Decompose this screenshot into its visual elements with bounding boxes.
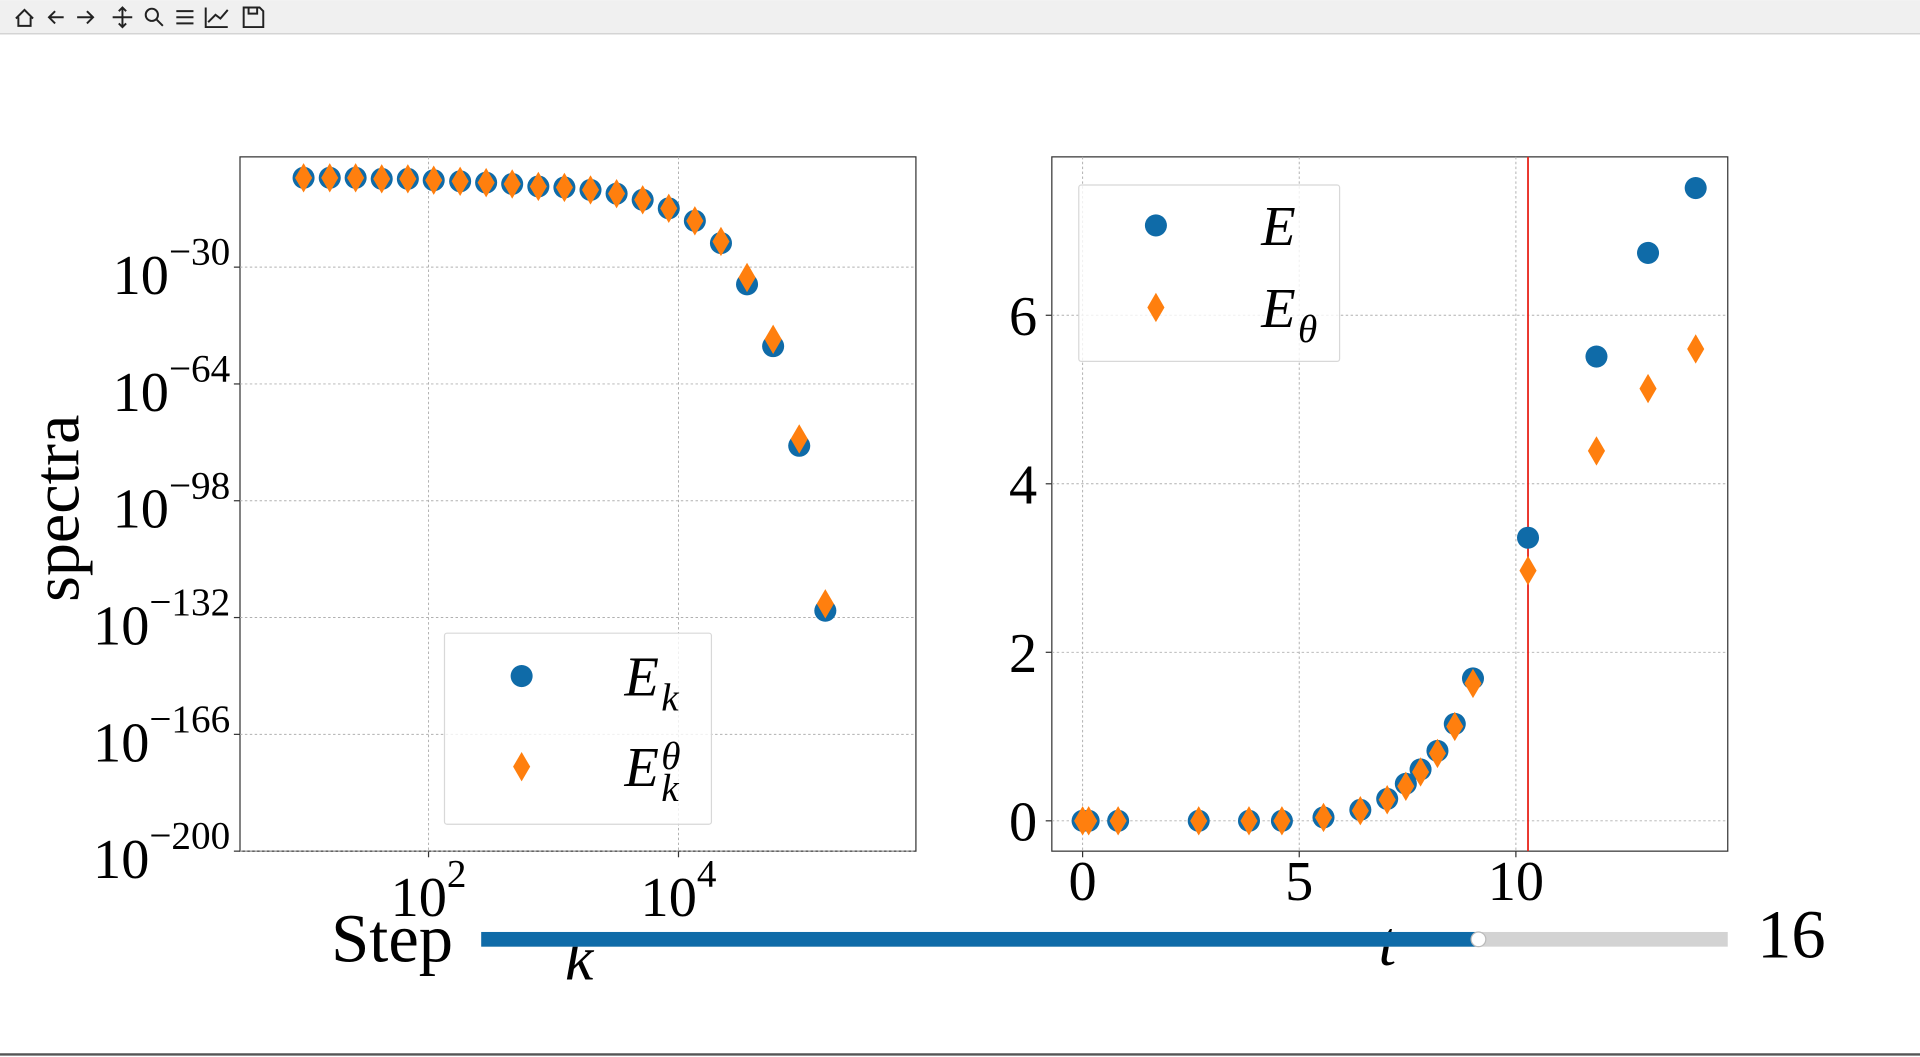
x-tick-label: 0 bbox=[1069, 851, 1097, 913]
legend-subscript: k bbox=[661, 676, 679, 719]
y-tick-label: 10−98 bbox=[113, 464, 231, 540]
data-point bbox=[712, 226, 730, 257]
tick-exponent: −64 bbox=[169, 347, 230, 390]
tick-exponent: −30 bbox=[169, 231, 230, 274]
y-axis-label: spectra bbox=[20, 415, 93, 602]
legend-superscript: θ bbox=[661, 735, 680, 778]
legend-subscript: k bbox=[661, 767, 679, 810]
data-point bbox=[1190, 806, 1208, 836]
data-point bbox=[451, 166, 469, 196]
data-point bbox=[294, 163, 313, 193]
data-point bbox=[686, 206, 704, 236]
legend-box bbox=[443, 632, 713, 825]
data-point bbox=[555, 172, 573, 203]
data-point bbox=[1516, 526, 1540, 549]
pan-button[interactable] bbox=[112, 6, 133, 29]
data-point bbox=[477, 167, 495, 198]
configure-button[interactable] bbox=[176, 10, 194, 25]
tick-base: 10 bbox=[113, 479, 169, 541]
tick-base: 10 bbox=[391, 867, 447, 929]
tick-exponent: 2 bbox=[447, 853, 467, 896]
slider-value: 16 bbox=[1757, 897, 1826, 973]
y-tick-label: 10−132 bbox=[93, 581, 230, 657]
data-point bbox=[399, 164, 417, 194]
back-button[interactable] bbox=[47, 10, 64, 25]
y-tick-label: 4 bbox=[1009, 454, 1037, 516]
legend-label: E bbox=[1260, 196, 1295, 258]
data-point bbox=[790, 424, 808, 454]
data-point bbox=[1687, 334, 1705, 364]
legend-subscript: θ bbox=[1298, 308, 1317, 351]
tick-base: 10 bbox=[93, 829, 149, 891]
edit-button[interactable] bbox=[204, 7, 229, 29]
home-button[interactable] bbox=[15, 8, 34, 27]
tick-exponent: −132 bbox=[149, 581, 230, 624]
data-point bbox=[1684, 177, 1707, 200]
tick-base: 10 bbox=[113, 362, 169, 424]
data-point bbox=[1397, 771, 1415, 801]
zoom-button[interactable] bbox=[144, 7, 164, 27]
slider-label: Step bbox=[331, 900, 453, 976]
data-point bbox=[1637, 241, 1660, 264]
legend-name: E bbox=[1260, 278, 1295, 340]
y-tick-label: 10−64 bbox=[113, 347, 231, 423]
x-tick-label: 5 bbox=[1285, 851, 1313, 913]
tick-exponent: −200 bbox=[149, 815, 230, 858]
data-point bbox=[373, 164, 391, 194]
y-tick-label: 10−166 bbox=[93, 698, 230, 774]
data-point bbox=[660, 193, 678, 224]
legend-label: Eθ bbox=[1260, 278, 1317, 351]
data-point bbox=[1585, 345, 1608, 368]
legend-box bbox=[1078, 184, 1341, 362]
x-tick-label: 10 bbox=[1488, 851, 1544, 913]
tick-base: 10 bbox=[641, 867, 697, 929]
legend-name: E bbox=[1260, 196, 1295, 258]
data-point bbox=[1639, 373, 1657, 404]
save-button[interactable] bbox=[242, 6, 265, 29]
legend-label: Ek bbox=[623, 647, 679, 720]
legend-name: E bbox=[623, 737, 658, 799]
tick-base: 10 bbox=[93, 595, 149, 657]
data-point bbox=[425, 165, 443, 195]
x-tick-label: 102 bbox=[391, 853, 467, 929]
data-point bbox=[581, 175, 600, 205]
tick-exponent: −98 bbox=[169, 464, 230, 507]
data-point bbox=[1464, 668, 1482, 699]
data-point bbox=[1351, 796, 1369, 826]
tick-exponent: −166 bbox=[149, 698, 230, 741]
forward-button[interactable] bbox=[77, 10, 95, 25]
data-point bbox=[1411, 757, 1430, 787]
y-tick-label: 10−30 bbox=[113, 231, 231, 307]
tick-exponent: 4 bbox=[697, 853, 717, 896]
legend-marker bbox=[1144, 214, 1167, 237]
data-point bbox=[1314, 802, 1333, 833]
toolbar bbox=[0, 0, 1920, 34]
x-tick-label: 104 bbox=[641, 853, 717, 929]
legend-marker bbox=[510, 665, 533, 688]
data-point bbox=[1428, 738, 1447, 769]
legend-label: Ekθ bbox=[623, 735, 680, 810]
tick-base: 10 bbox=[93, 712, 149, 774]
tick-base: 10 bbox=[113, 245, 169, 307]
legend-name: E bbox=[623, 647, 658, 709]
data-point bbox=[347, 163, 365, 193]
data-point bbox=[529, 171, 547, 202]
data-point bbox=[321, 163, 339, 193]
data-point bbox=[634, 185, 652, 215]
data-point bbox=[764, 324, 782, 354]
slider-fill[interactable] bbox=[481, 931, 1479, 947]
y-tick-label: 2 bbox=[1009, 623, 1037, 685]
y-tick-label: 10−200 bbox=[93, 815, 230, 891]
slider-handle[interactable] bbox=[1470, 931, 1487, 948]
y-tick-label: 0 bbox=[1009, 791, 1037, 853]
data-point bbox=[1587, 436, 1606, 466]
y-tick-label: 6 bbox=[1009, 286, 1037, 348]
